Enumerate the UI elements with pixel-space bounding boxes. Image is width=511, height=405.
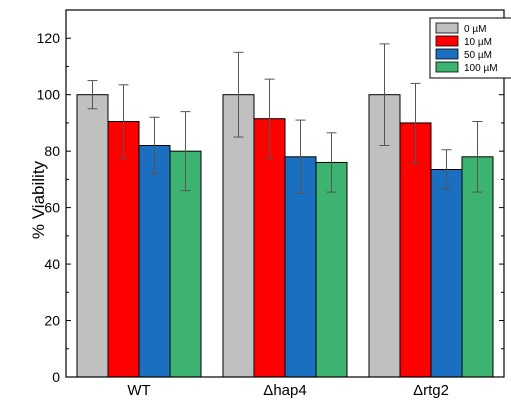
legend-label: 0 µM bbox=[464, 24, 486, 35]
bar bbox=[77, 95, 108, 377]
y-tick-label: 0 bbox=[52, 369, 60, 385]
y-tick-label: 120 bbox=[37, 30, 61, 46]
x-tick-label: Δrtg2 bbox=[413, 382, 449, 399]
legend-label: 50 µM bbox=[464, 50, 492, 61]
y-tick-label: 40 bbox=[44, 256, 60, 272]
x-tick-label: WT bbox=[127, 382, 150, 399]
legend-label: 10 µM bbox=[464, 37, 492, 48]
y-tick-label: 80 bbox=[44, 143, 60, 159]
bar bbox=[139, 146, 170, 377]
legend: 0 µM 10 µM 50 µM 100 µM bbox=[430, 18, 511, 78]
legend-swatch bbox=[436, 62, 458, 72]
legend-swatch bbox=[436, 36, 458, 46]
bar bbox=[316, 162, 347, 377]
y-tick-label: 100 bbox=[37, 87, 61, 103]
bar bbox=[108, 122, 139, 377]
bar bbox=[431, 170, 462, 377]
legend-label: 100 µM bbox=[464, 63, 498, 74]
legend-swatch bbox=[436, 49, 458, 59]
x-tick-label: Δhap4 bbox=[263, 382, 306, 399]
legend-swatch bbox=[436, 23, 458, 33]
bars-layer bbox=[77, 95, 493, 377]
y-axis-label: % Viability bbox=[29, 160, 48, 239]
y-tick-label: 20 bbox=[44, 313, 60, 329]
